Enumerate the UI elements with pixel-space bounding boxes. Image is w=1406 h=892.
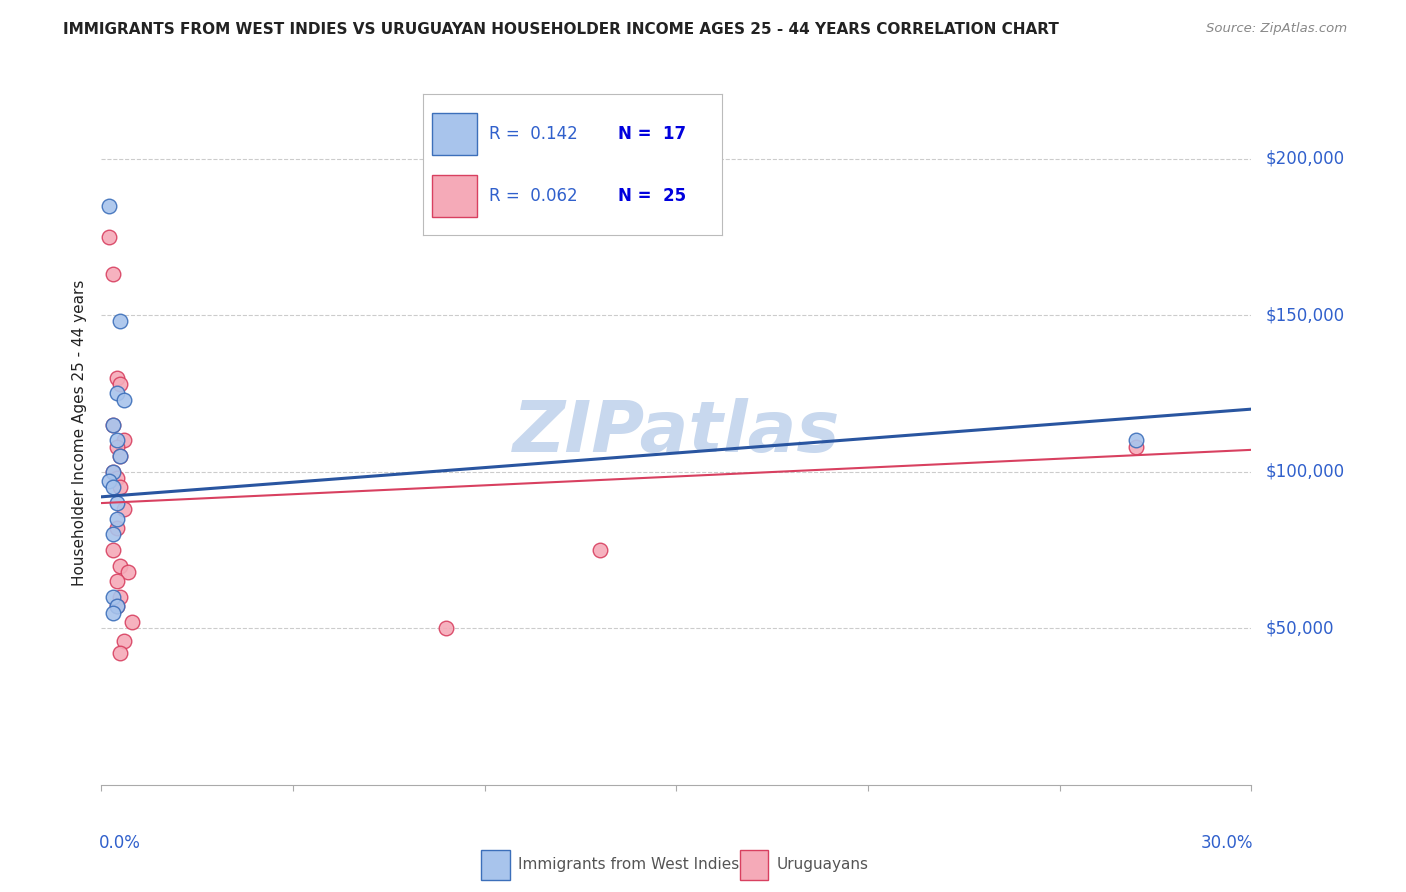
Point	[105, 599, 128, 614]
Point	[101, 417, 124, 432]
Point	[112, 502, 135, 516]
Point	[110, 449, 132, 463]
Text: Source: ZipAtlas.com: Source: ZipAtlas.com	[1206, 22, 1347, 36]
Point	[588, 543, 610, 558]
Point	[117, 565, 139, 579]
Point	[110, 314, 132, 328]
Point	[101, 480, 124, 494]
Point	[110, 480, 132, 494]
Text: ZIPatlas: ZIPatlas	[513, 398, 839, 467]
Text: $50,000: $50,000	[1265, 619, 1334, 638]
Point	[105, 512, 128, 526]
Point	[112, 392, 135, 407]
Point	[121, 615, 143, 629]
Point	[110, 590, 132, 604]
Point	[101, 543, 124, 558]
Point	[105, 599, 128, 614]
Point	[105, 521, 128, 535]
Point	[110, 558, 132, 573]
Point	[105, 471, 128, 485]
Point	[105, 574, 128, 589]
Point	[97, 230, 120, 244]
Point	[112, 434, 135, 448]
Point	[105, 434, 128, 448]
Text: Immigrants from West Indies: Immigrants from West Indies	[517, 857, 738, 872]
Point	[105, 386, 128, 401]
Bar	[481, 850, 509, 880]
Y-axis label: Householder Income Ages 25 - 44 years: Householder Income Ages 25 - 44 years	[72, 279, 87, 586]
Text: $100,000: $100,000	[1265, 463, 1344, 481]
Point	[110, 377, 132, 392]
Text: $200,000: $200,000	[1265, 150, 1344, 168]
Point	[97, 474, 120, 488]
Text: $150,000: $150,000	[1265, 306, 1344, 324]
Text: IMMIGRANTS FROM WEST INDIES VS URUGUAYAN HOUSEHOLDER INCOME AGES 25 - 44 YEARS C: IMMIGRANTS FROM WEST INDIES VS URUGUAYAN…	[63, 22, 1059, 37]
Point	[105, 440, 128, 454]
Point	[110, 449, 132, 463]
Point	[101, 590, 124, 604]
Point	[101, 527, 124, 541]
Point	[1125, 440, 1147, 454]
Point	[97, 198, 120, 212]
Point	[105, 371, 128, 385]
Point	[112, 633, 135, 648]
Point	[1125, 434, 1147, 448]
Text: 0.0%: 0.0%	[98, 834, 141, 852]
Point	[105, 496, 128, 510]
Point	[434, 621, 457, 635]
Bar	[740, 850, 768, 880]
Point	[101, 268, 124, 282]
Text: 30.0%: 30.0%	[1201, 834, 1254, 852]
Point	[101, 465, 124, 479]
Point	[101, 465, 124, 479]
Point	[110, 647, 132, 661]
Point	[101, 417, 124, 432]
Point	[101, 606, 124, 620]
Text: Uruguayans: Uruguayans	[776, 857, 869, 872]
